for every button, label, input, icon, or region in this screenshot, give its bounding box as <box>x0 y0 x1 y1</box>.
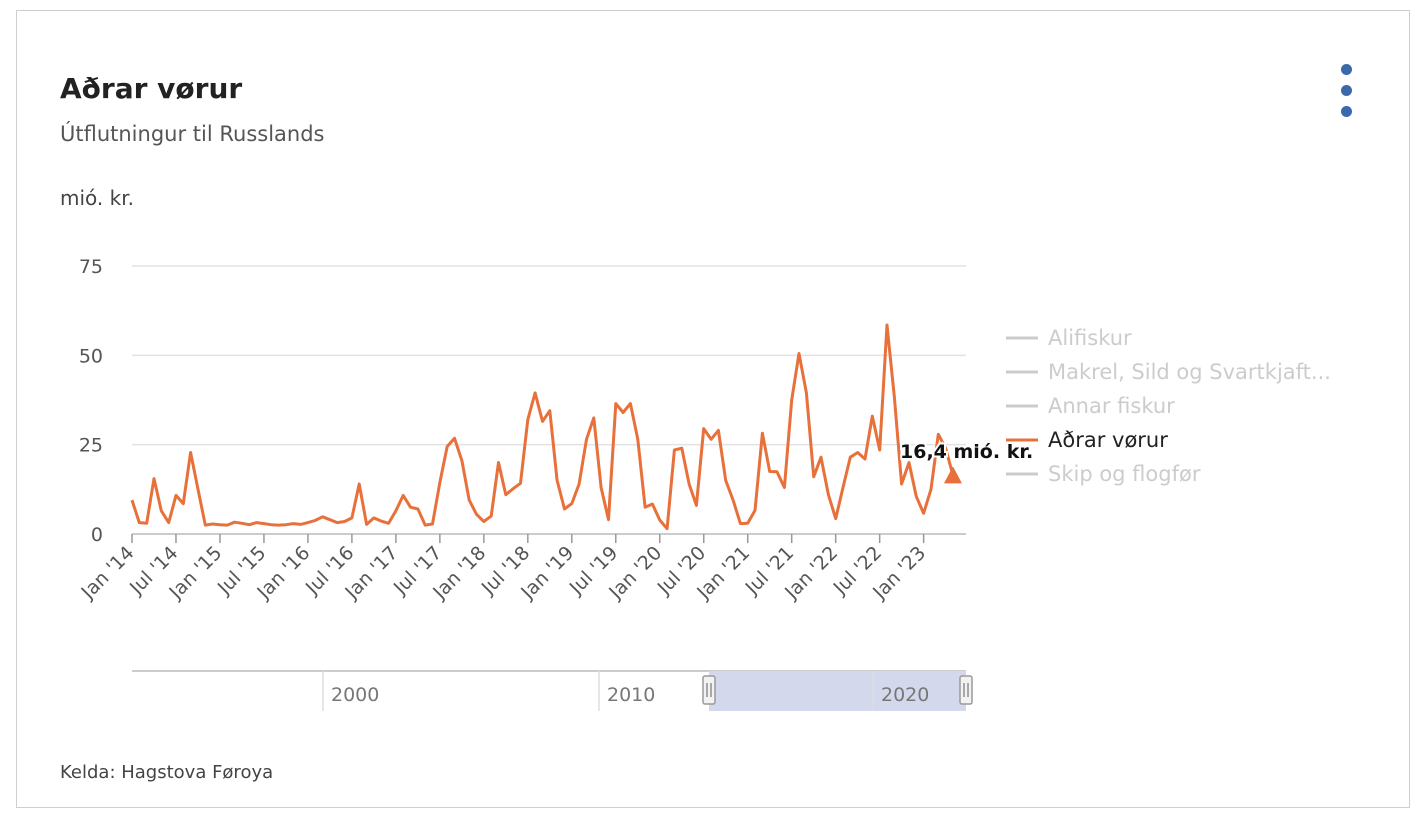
navigator-selection[interactable] <box>709 671 966 711</box>
legend-item[interactable]: Skip og flogfør <box>1006 462 1201 486</box>
last-point-marker[interactable] <box>943 466 962 484</box>
legend-label: Alifiskur <box>1048 326 1132 350</box>
y-tick-label: 75 <box>79 256 103 278</box>
menu-dot <box>1341 106 1352 117</box>
y-tick-label: 50 <box>79 345 103 367</box>
handle-body <box>959 675 973 705</box>
legend: Alifiskur Makrel, Sild og Svartkjaft... An… <box>1006 326 1331 486</box>
navigator-label: 2010 <box>607 684 655 706</box>
y-axis-ticks: 0 25 50 75 <box>79 256 103 546</box>
navigator-label: 2020 <box>881 684 929 706</box>
legend-label: Annar fiskur <box>1048 394 1175 418</box>
legend-label: Makrel, Sild og Svartkjaft... <box>1048 360 1331 384</box>
legend-label: Aðrar vørur <box>1048 428 1168 452</box>
data-label: 16,4 mió. kr. <box>900 441 1033 463</box>
menu-dot <box>1341 64 1352 75</box>
navigator-handle[interactable] <box>959 675 973 705</box>
x-tick-label: Jan '14 <box>76 542 138 604</box>
range-navigator[interactable]: 2000 2010 2020 <box>132 670 973 711</box>
legend-item[interactable]: Alifiskur <box>1006 326 1132 350</box>
chart-subtitle: Útflutningur til Russlands <box>60 122 325 146</box>
legend-item[interactable]: Annar fiskur <box>1006 394 1175 418</box>
y-axis-unit-label: mió. kr. <box>60 186 134 210</box>
gridlines <box>132 265 966 535</box>
navigator-handle[interactable] <box>702 675 716 705</box>
navigator-label: 2000 <box>331 684 379 706</box>
source-credit: Kelda: Hagstova Føroya <box>60 762 274 783</box>
legend-item[interactable]: Aðrar vørur <box>1006 428 1168 452</box>
legend-label: Skip og flogfør <box>1048 462 1201 486</box>
legend-item[interactable]: Makrel, Sild og Svartkjaft... <box>1006 360 1331 384</box>
chart-title: Aðrar vørur <box>60 72 243 105</box>
series-layer: 16,4 mió. kr. <box>130 323 1035 531</box>
series-line-adrar-vorur[interactable] <box>130 323 955 531</box>
handle-body <box>702 675 716 705</box>
menu-dot <box>1341 85 1352 96</box>
y-tick-label: 25 <box>79 435 103 457</box>
y-tick-label: 0 <box>91 524 103 546</box>
vertical-ellipsis-icon[interactable] <box>1336 62 1356 122</box>
